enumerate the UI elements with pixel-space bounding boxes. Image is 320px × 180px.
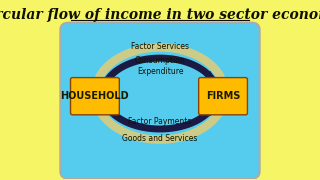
Text: Factor Payments: Factor Payments	[128, 116, 192, 125]
Text: Consumption
Expenditure: Consumption Expenditure	[135, 56, 185, 76]
Text: Circular flow of income in two sector economy: Circular flow of income in two sector ec…	[0, 8, 320, 22]
FancyBboxPatch shape	[70, 78, 119, 115]
FancyBboxPatch shape	[60, 23, 260, 179]
Text: HOUSEHOLD: HOUSEHOLD	[60, 91, 129, 101]
Text: FIRMS: FIRMS	[206, 91, 240, 101]
FancyBboxPatch shape	[199, 78, 247, 115]
Text: Goods and Services: Goods and Services	[122, 134, 198, 143]
Text: Factor Services: Factor Services	[131, 42, 189, 51]
